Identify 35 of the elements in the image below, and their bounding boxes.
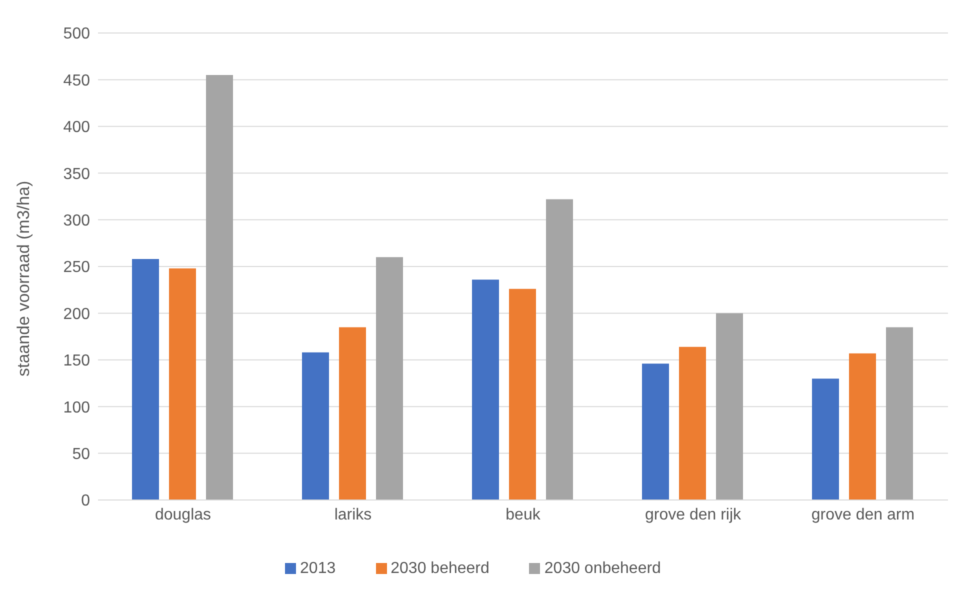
- x-tick-label: douglas: [154, 506, 212, 524]
- y-tick-label: 100: [63, 399, 90, 416]
- x-tick-label: grove den arm: [811, 506, 915, 524]
- bar: [642, 364, 669, 500]
- y-tick-label: 500: [63, 26, 90, 43]
- y-axis-title: staande voorraad (m3/ha): [14, 180, 34, 376]
- bar: [812, 378, 839, 500]
- legend-label: 2013: [300, 560, 336, 577]
- bar: [716, 313, 743, 500]
- y-tick-label: 250: [63, 259, 90, 276]
- bar: [679, 346, 706, 500]
- bar: [169, 268, 196, 500]
- bar: [472, 280, 499, 500]
- bar: [509, 288, 536, 500]
- y-tick-label: 350: [63, 166, 90, 183]
- bar: [376, 257, 403, 500]
- y-tick-label: 0: [81, 492, 90, 510]
- y-tick-label: 450: [63, 72, 90, 90]
- bar: [206, 75, 233, 500]
- bar: [302, 352, 329, 500]
- bar: [886, 327, 913, 500]
- x-tick-label: grove den rijk: [644, 506, 742, 524]
- y-tick-label: 400: [63, 119, 90, 136]
- bar: [849, 353, 876, 500]
- y-tick-label: 50: [72, 446, 90, 463]
- bar: [339, 327, 366, 500]
- y-tick-label: 300: [63, 212, 90, 230]
- legend-label: 2030 beheerd: [390, 560, 490, 577]
- legend-label: 2030 onbeheerd: [544, 560, 661, 577]
- y-tick-label: 150: [63, 352, 90, 370]
- x-tick-label: lariks: [334, 506, 372, 524]
- x-tick-label: beuk: [506, 506, 542, 524]
- bar: [546, 199, 573, 500]
- y-tick-label: 200: [63, 306, 90, 323]
- bar: [132, 259, 159, 500]
